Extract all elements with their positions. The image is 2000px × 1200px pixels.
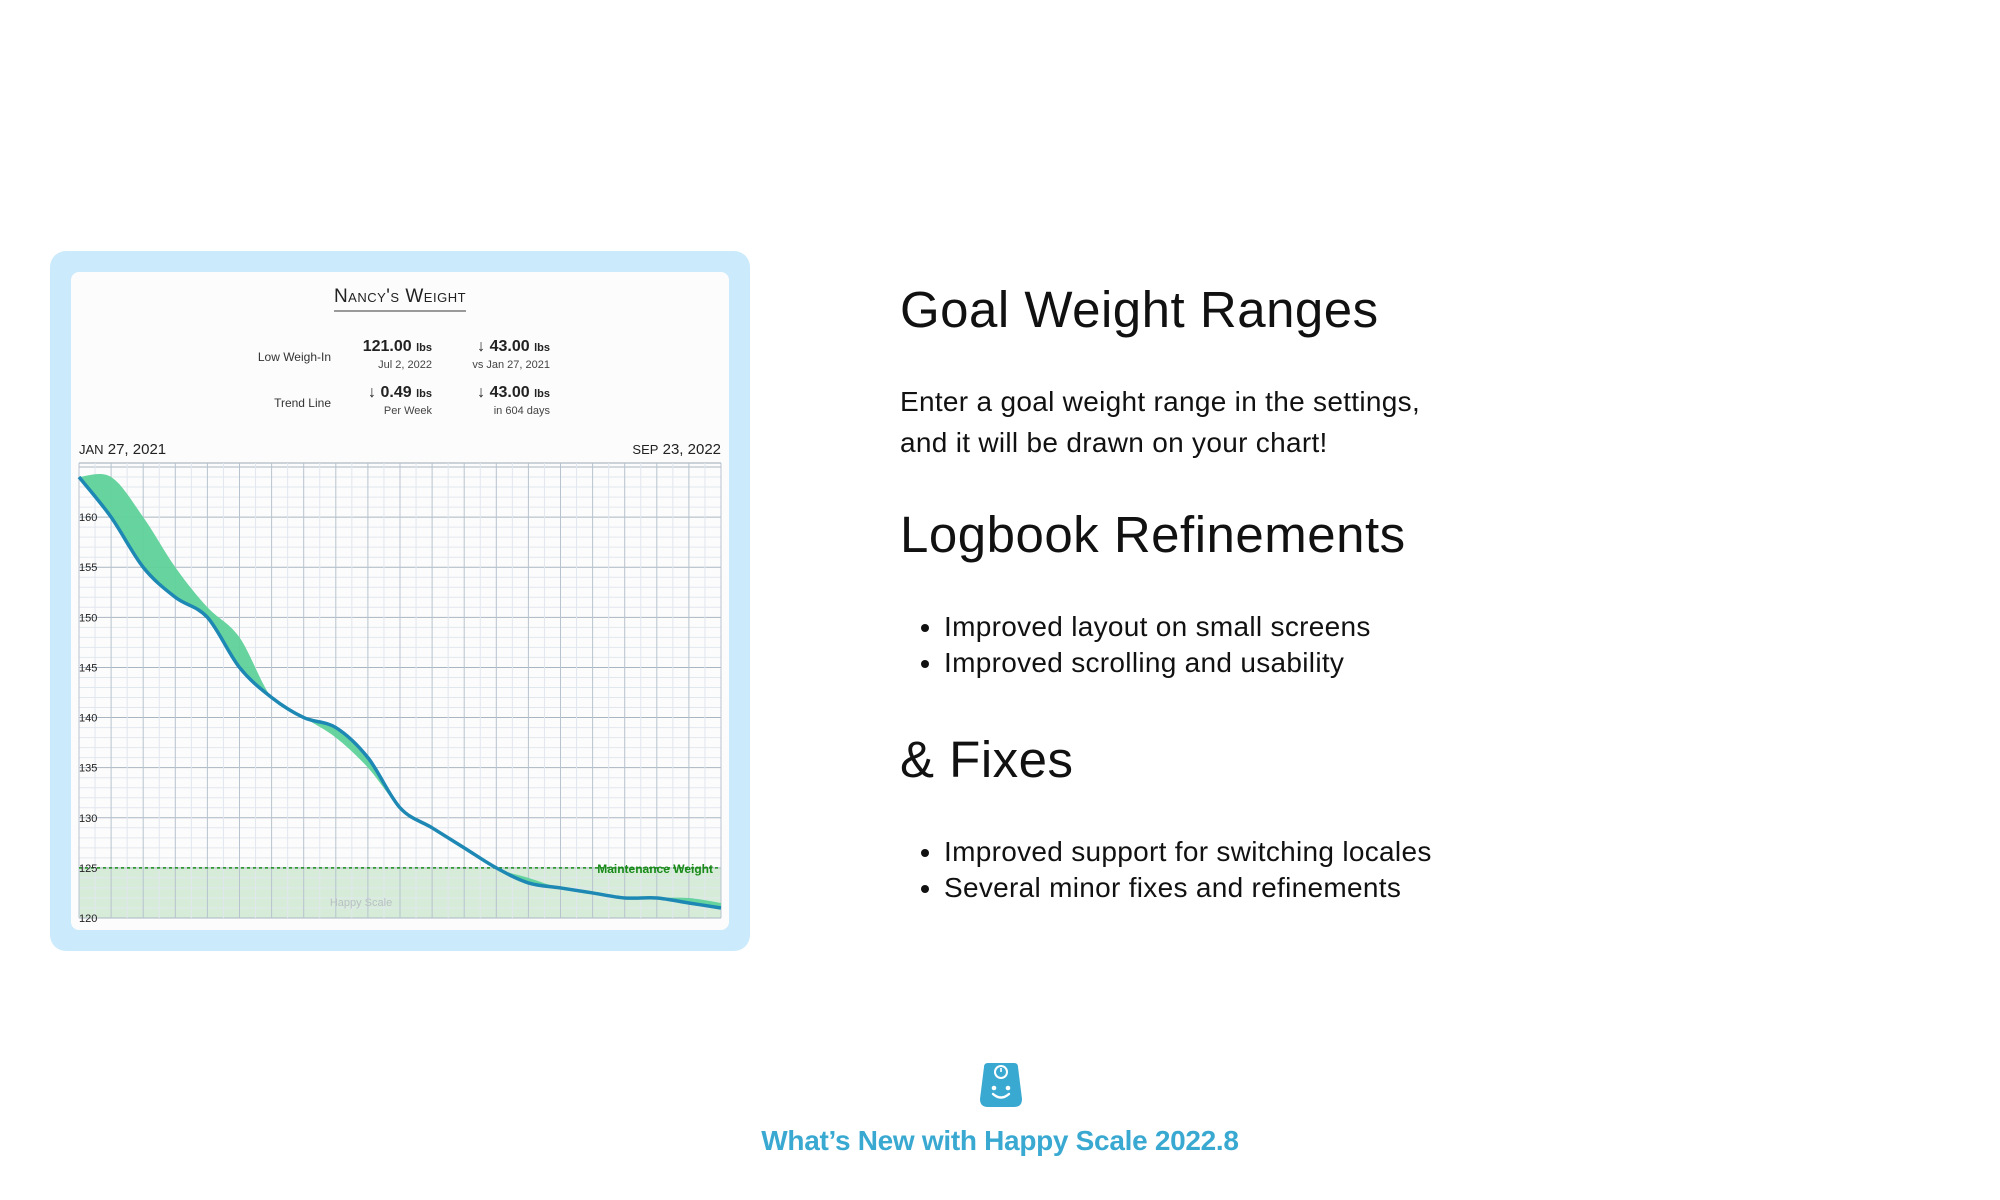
low-weigh-in-value-unit: lbs <box>416 342 432 354</box>
start-date-rest: 27, 2021 <box>107 441 167 458</box>
weight-range-band <box>79 474 721 908</box>
trend-line <box>77 475 722 910</box>
y-tick-label: 145 <box>79 662 97 674</box>
trend-line-value-number: ↓ 0.49 <box>368 384 412 401</box>
goal-weight-ranges-title: Goal Weight Ranges <box>900 281 1379 338</box>
logbook-refinements-title: Logbook Refinements <box>900 506 1406 563</box>
end-date-month: SEP <box>632 442 659 457</box>
y-tick-label: 130 <box>79 813 97 825</box>
fixes-title: & Fixes <box>900 731 1074 788</box>
list-item: Improved layout on small screens <box>944 609 1600 645</box>
list-item: Several minor fixes and refinements <box>944 870 1600 906</box>
trend-line-change-number: ↓ 43.00 <box>477 384 530 401</box>
trend-line-change: ↓ 43.00 lbs <box>440 384 550 402</box>
low-weigh-in-change-number: ↓ 43.00 <box>477 338 530 355</box>
happy-scale-icon <box>980 1063 1022 1107</box>
trend-line-per-week: Per Week <box>383 405 432 417</box>
y-tick-label: 140 <box>79 713 97 725</box>
chart-card-inner: Nancy's Weight Low Weigh-In 121.00 lbs J… <box>71 272 729 930</box>
y-tick-label: 160 <box>79 512 97 524</box>
trend-line-change-unit: lbs <box>534 388 550 400</box>
trend-line-days: in 604 days <box>493 405 550 417</box>
end-date-rest: 23, 2022 <box>662 441 721 458</box>
y-tick-label: 120 <box>79 913 97 925</box>
footer-title: What’s New with Happy Scale 2022.8 <box>761 1125 1239 1156</box>
chart-title-text: Nancy's Weight <box>333 286 467 312</box>
chart-title: Nancy's Weight <box>71 286 729 312</box>
features-panel: Goal Weight Ranges Enter a goal weight r… <box>900 280 1600 906</box>
y-tick-label: 150 <box>79 612 97 624</box>
trend-line-label: Trend Line <box>274 396 331 410</box>
weight-chart: Maintenance Weight Happy Scale 120 125 130 13… <box>77 462 722 925</box>
start-date-month: JAN <box>79 442 104 457</box>
goal-weight-ranges-body-line1: Enter a goal weight range in the setting… <box>900 386 1421 417</box>
goal-weight-ranges-body-line2: and it will be drawn on your chart! <box>900 427 1328 458</box>
low-weigh-in-change-unit: lbs <box>534 342 550 354</box>
maintenance-weight-label: Maintenance Weight <box>597 862 713 876</box>
end-date-label: SEP 23, 2022 <box>632 441 721 458</box>
list-item: Improved scrolling and usability <box>944 645 1600 681</box>
y-tick-label: 125 <box>79 863 97 875</box>
chart-card: Nancy's Weight Low Weigh-In 121.00 lbs J… <box>50 251 750 951</box>
trend-line-value: ↓ 0.49 lbs <box>322 384 432 402</box>
logbook-list: Improved layout on small screens Improve… <box>900 609 1600 681</box>
low-weigh-in-change: ↓ 43.00 lbs <box>440 338 550 356</box>
low-weigh-in-date: Jul 2, 2022 <box>378 359 432 371</box>
y-tick-label: 135 <box>79 763 97 775</box>
y-tick-label: 155 <box>79 562 97 574</box>
list-item: Improved support for switching locales <box>944 834 1600 870</box>
fixes-list: Improved support for switching locales S… <box>900 834 1600 906</box>
low-weigh-in-value-number: 121.00 <box>362 338 412 355</box>
low-weigh-in-compare: vs Jan 27, 2021 <box>472 359 550 371</box>
watermark-text: Happy Scale <box>330 897 392 909</box>
trend-line-value-unit: lbs <box>416 388 432 400</box>
start-date-label: JAN 27, 2021 <box>79 441 166 458</box>
low-weigh-in-label: Low Weigh-In <box>257 350 331 364</box>
low-weigh-in-value: 121.00 lbs <box>322 338 432 356</box>
